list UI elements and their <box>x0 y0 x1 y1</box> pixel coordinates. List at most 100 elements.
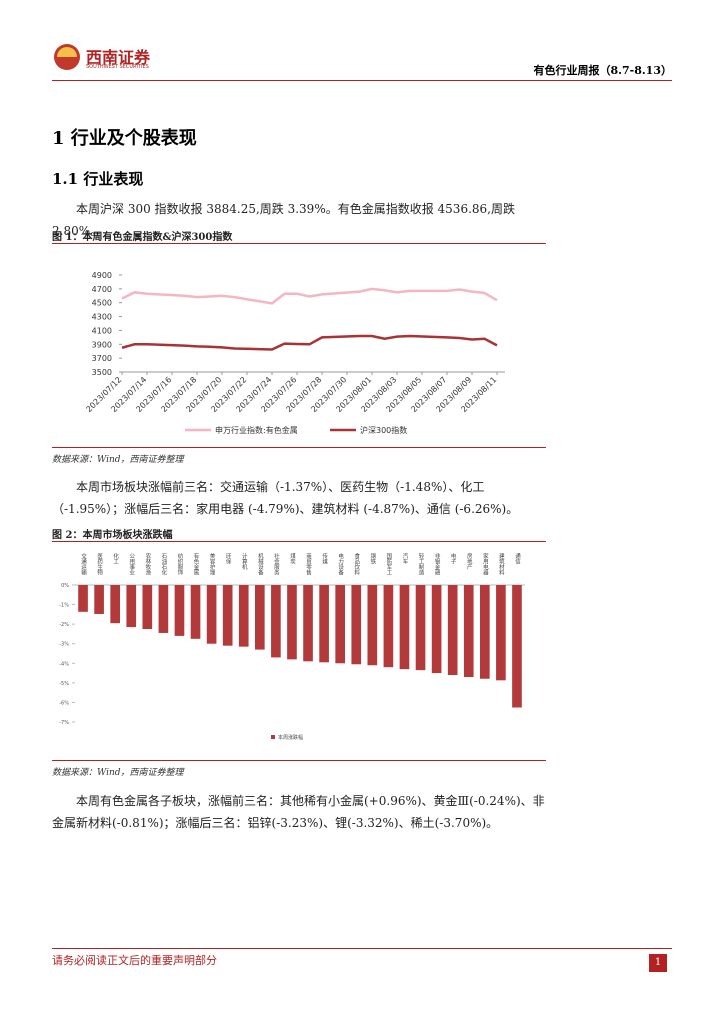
bar <box>190 585 201 639</box>
bar <box>351 585 362 665</box>
line-chart: 350037003900410043004500470049002023/07/… <box>84 271 505 435</box>
figure-source: 数据来源：Wind，西南证券整理 <box>52 768 184 778</box>
bar <box>158 585 169 633</box>
category-label: 石油石化 <box>160 553 167 577</box>
bar <box>447 585 458 676</box>
section-title: 1 行业及个股表现 <box>52 128 197 149</box>
category-label: 商贸零售 <box>305 552 312 577</box>
category-label: 有色金属 <box>193 552 200 577</box>
y-tick-label: 3700 <box>92 354 112 363</box>
category-label: 交通运输 <box>80 552 87 577</box>
y-tick-label: -6% <box>59 700 69 706</box>
logo-subtext: SOUTHWEST SECURITIES <box>86 64 149 70</box>
category-label: 化工 <box>112 552 119 565</box>
y-tick-label: -1% <box>59 603 69 609</box>
bar <box>271 585 281 658</box>
category-label: 建筑材料 <box>498 552 505 577</box>
bar <box>94 585 104 614</box>
page-number: 1 <box>649 954 667 972</box>
category-label: 传媒 <box>321 552 328 566</box>
y-tick-label: -4% <box>59 661 69 667</box>
bar <box>463 585 474 677</box>
bar-chart: 0% -1% -2% -3% -4% -5% -6% -7% 交通运输 医药生物 化工 公用事业 农林牧… <box>59 552 525 741</box>
category-label: 社会服务 <box>273 552 280 577</box>
rule <box>52 760 546 761</box>
y-tick-label: 4700 <box>92 285 112 294</box>
bar <box>206 585 217 644</box>
category-label: 医药生物 <box>96 553 103 577</box>
bar <box>383 585 394 668</box>
category-label: 汽车 <box>401 552 408 566</box>
bar <box>238 585 249 647</box>
category-label: 通信 <box>514 552 521 566</box>
category-label: 电子 <box>450 552 457 565</box>
bar <box>431 585 442 674</box>
category-label: 食品饮料 <box>353 552 360 577</box>
footer-rule <box>52 948 672 949</box>
report-title: 有色行业周报（8.7-8.13） <box>533 64 673 77</box>
legend-label: 本周涨跌幅 <box>278 734 303 741</box>
category-label: 家用电器 <box>482 552 489 577</box>
paragraph: 本周市场板块涨幅前三名：交通运输（-1.37%）、医药生物（-1.48%）、化工… <box>52 480 519 516</box>
y-tick-label: 0% <box>61 583 69 589</box>
header-rule <box>52 80 672 81</box>
bar <box>126 585 137 628</box>
category-label: 电力设备 <box>337 552 344 577</box>
y-tick-label: -7% <box>59 720 69 726</box>
bar <box>142 585 153 630</box>
bar <box>367 585 378 666</box>
category-label: 纺织服饰 <box>176 552 183 577</box>
legend-label: 申万行业指数:有色金属 <box>215 425 298 435</box>
category-label: 机械设备 <box>257 552 264 577</box>
bar <box>415 585 426 671</box>
y-tick-label: 3500 <box>92 368 112 377</box>
bar <box>255 585 265 650</box>
bar <box>174 585 185 636</box>
paragraph: 本周有色金属各子板块，涨幅前三名：其他稀有小金属(+0.96%)、黄金Ⅲ(-0.… <box>52 794 545 830</box>
y-tick-label: 4900 <box>92 271 112 280</box>
rule <box>52 243 546 244</box>
bar <box>319 585 329 663</box>
y-tick-label: -3% <box>59 642 69 648</box>
logo-icon <box>54 44 80 70</box>
bar <box>303 585 313 662</box>
y-tick-label: 4300 <box>92 313 112 322</box>
rule <box>52 447 546 448</box>
category-label: 非银金融 <box>434 552 441 577</box>
category-label: 公用事业 <box>128 553 135 575</box>
logo-text: 西南证券 <box>86 48 151 67</box>
figure-caption: 图 2：本周市场板块涨跌幅 <box>52 530 173 541</box>
bar <box>287 585 297 660</box>
series-line <box>121 334 498 351</box>
paragraph: 本周沪深 300 指数收报 3884.25,周跌 3.39%。有色金属指数收报 … <box>52 202 515 238</box>
y-tick-label: -5% <box>59 681 69 687</box>
category-label: 煤炭 <box>289 552 296 566</box>
legend-label: 沪深300指数 <box>360 425 407 435</box>
bar <box>512 585 522 708</box>
figure-caption: 图 1：本周有色金属指数&沪深300指数 <box>52 232 233 243</box>
category-label: 房地产 <box>466 552 473 571</box>
bar <box>496 585 506 681</box>
y-tick-label: 4100 <box>92 326 112 335</box>
category-label: 计算机 <box>241 552 248 571</box>
category-label: 环保 <box>225 553 232 566</box>
bar <box>399 585 410 670</box>
bar <box>480 585 490 679</box>
legend-swatch <box>271 735 275 739</box>
y-tick-label: -2% <box>59 622 69 628</box>
series-line <box>121 287 498 305</box>
category-label: 钢铁 <box>369 552 376 566</box>
section-subtitle: 1.1 行业表现 <box>52 170 144 188</box>
bar <box>335 585 345 664</box>
bar <box>78 585 88 612</box>
category-label: 农林牧渔 <box>144 552 151 577</box>
bar <box>110 585 120 624</box>
figure-source: 数据来源：Wind，西南证券整理 <box>52 455 184 465</box>
y-tick-label: 3900 <box>92 340 112 349</box>
disclaimer: 请务必阅读正文后的重要声明部分 <box>52 954 217 967</box>
rule <box>52 541 546 542</box>
category-label: 国防军工 <box>385 553 392 576</box>
y-tick-label: 4500 <box>92 299 112 308</box>
category-label: 轻工制造 <box>418 552 425 577</box>
